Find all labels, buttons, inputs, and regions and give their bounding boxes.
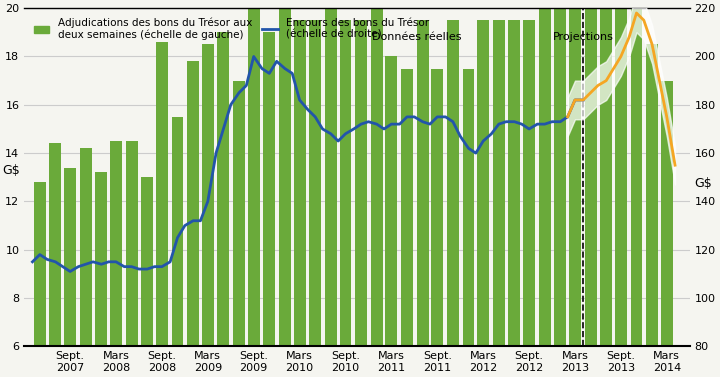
Bar	[615, 0, 627, 346]
Bar	[385, 57, 397, 346]
Bar	[233, 81, 245, 346]
Bar	[340, 20, 351, 346]
Bar	[156, 42, 168, 346]
Bar	[80, 148, 91, 346]
Text: Données réelles: Données réelles	[372, 32, 462, 42]
Bar	[523, 20, 535, 346]
Bar	[171, 117, 184, 346]
Bar	[462, 69, 474, 346]
Bar	[447, 20, 459, 346]
Bar	[554, 0, 566, 346]
Bar	[539, 0, 551, 346]
Y-axis label: G$: G$	[2, 164, 19, 177]
Bar	[325, 8, 337, 346]
Legend: Adjudications des bons du Trésor aux
deux semaines (échelle de gauche), Encours : Adjudications des bons du Trésor aux deu…	[30, 13, 433, 44]
Bar	[279, 0, 291, 346]
Bar	[202, 44, 214, 346]
Bar	[477, 20, 489, 346]
Bar	[294, 20, 305, 346]
Bar	[110, 141, 122, 346]
Bar	[661, 81, 672, 346]
Bar	[569, 8, 581, 346]
Bar	[631, 0, 642, 346]
Text: Projections: Projections	[553, 32, 613, 42]
Bar	[141, 177, 153, 346]
Bar	[34, 182, 46, 346]
Bar	[585, 0, 597, 346]
Bar	[600, 0, 612, 346]
Bar	[508, 20, 521, 346]
Bar	[355, 20, 367, 346]
Bar	[492, 20, 505, 346]
Bar	[401, 69, 413, 346]
Bar	[264, 32, 275, 346]
Bar	[217, 32, 230, 346]
Bar	[248, 0, 260, 346]
Bar	[417, 20, 428, 346]
Bar	[431, 69, 444, 346]
Y-axis label: G$: G$	[694, 177, 712, 190]
Bar	[50, 144, 61, 346]
Bar	[125, 141, 138, 346]
Bar	[646, 44, 658, 346]
Bar	[64, 168, 76, 346]
Bar	[309, 20, 321, 346]
Bar	[371, 8, 382, 346]
Bar	[187, 61, 199, 346]
Bar	[95, 172, 107, 346]
